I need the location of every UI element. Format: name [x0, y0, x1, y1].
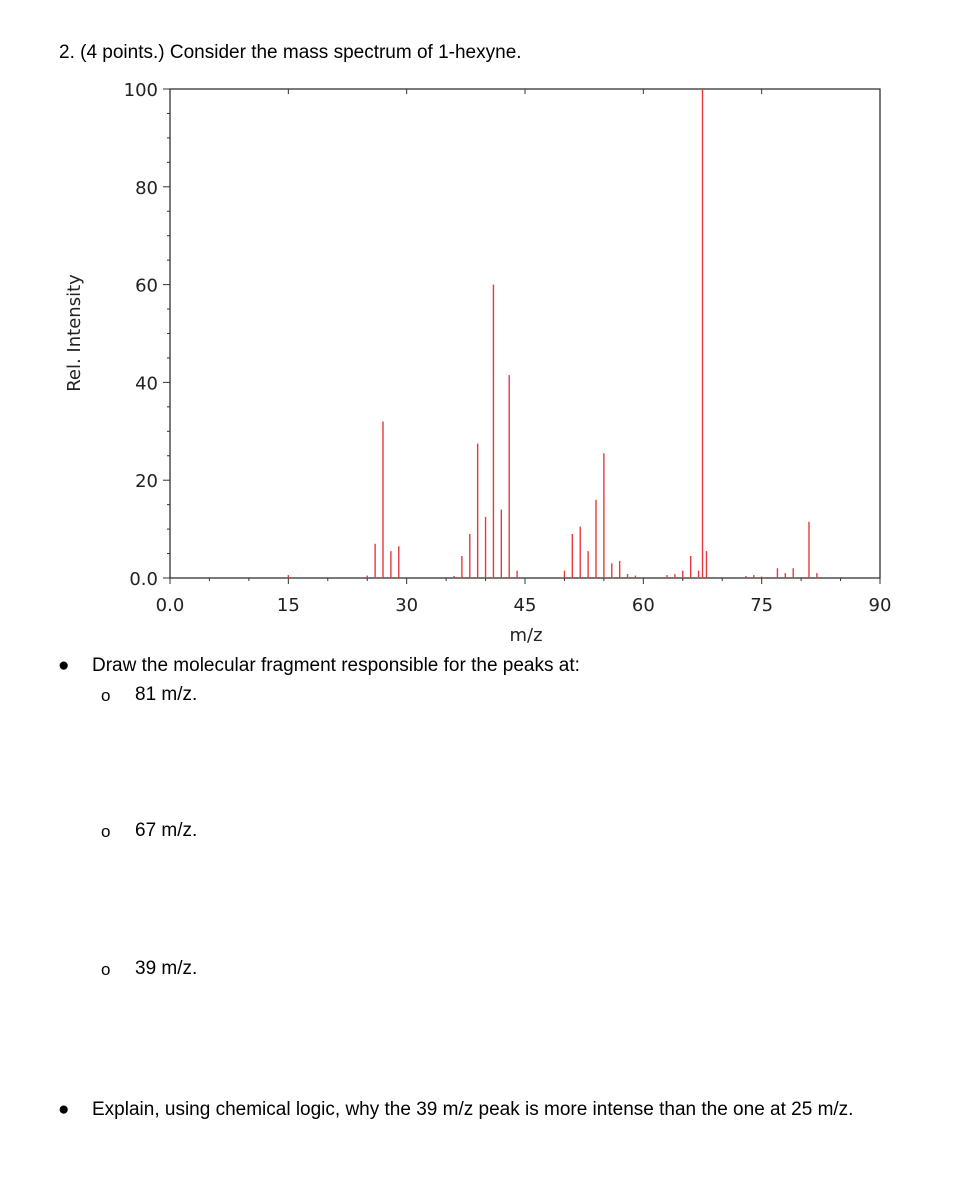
subitem-67: 67 m/z. [135, 820, 198, 841]
x-tick-label: 30 [395, 595, 418, 616]
y-tick-label: 40 [135, 373, 158, 394]
y-tick-label: 60 [135, 276, 158, 297]
x-tick-label: 60 [632, 595, 655, 616]
y-tick-label: 80 [135, 178, 158, 199]
subitem-2-marker: o [101, 822, 111, 841]
bullet-1-marker: ● [58, 655, 70, 676]
y-tick-label: 100 [124, 80, 158, 101]
subitem-1-marker: o [101, 686, 111, 705]
bullet-1-text: Draw the molecular fragment responsible … [92, 655, 580, 676]
x-tick-label: 15 [277, 595, 300, 616]
bullet-2-marker: ● [58, 1099, 70, 1120]
x-axis-ticks: 0.0 15 30 45 60 75 90 [156, 89, 892, 616]
x-axis-label: m/z [509, 625, 542, 646]
spectrum-peaks [287, 89, 818, 578]
mass-spectrum-chart: 0.0 15 30 45 60 75 90 0.0 20 40 60 80 100 m/z Rel. … [64, 80, 892, 646]
y-tick-label: 0.0 [129, 569, 158, 590]
question-title: 2. (4 points.) Consider the mass spectru… [59, 42, 522, 63]
x-tick-label: 90 [869, 595, 892, 616]
x-tick-label: 0.0 [156, 595, 185, 616]
y-axis-ticks: 0.0 20 40 60 80 100 [124, 80, 170, 590]
subitem-39: 39 m/z. [135, 958, 198, 979]
x-tick-label: 75 [750, 595, 773, 616]
y-tick-label: 20 [135, 471, 158, 492]
x-tick-label: 45 [514, 595, 537, 616]
plot-border [169, 88, 881, 579]
plot-frame [169, 88, 881, 579]
bullet-2-text: Explain, using chemical logic, why the 3… [92, 1099, 854, 1120]
y-axis-label: Rel. Intensity [64, 274, 85, 392]
subitem-3-marker: o [101, 960, 111, 979]
subitem-81: 81 m/z. [135, 684, 198, 705]
